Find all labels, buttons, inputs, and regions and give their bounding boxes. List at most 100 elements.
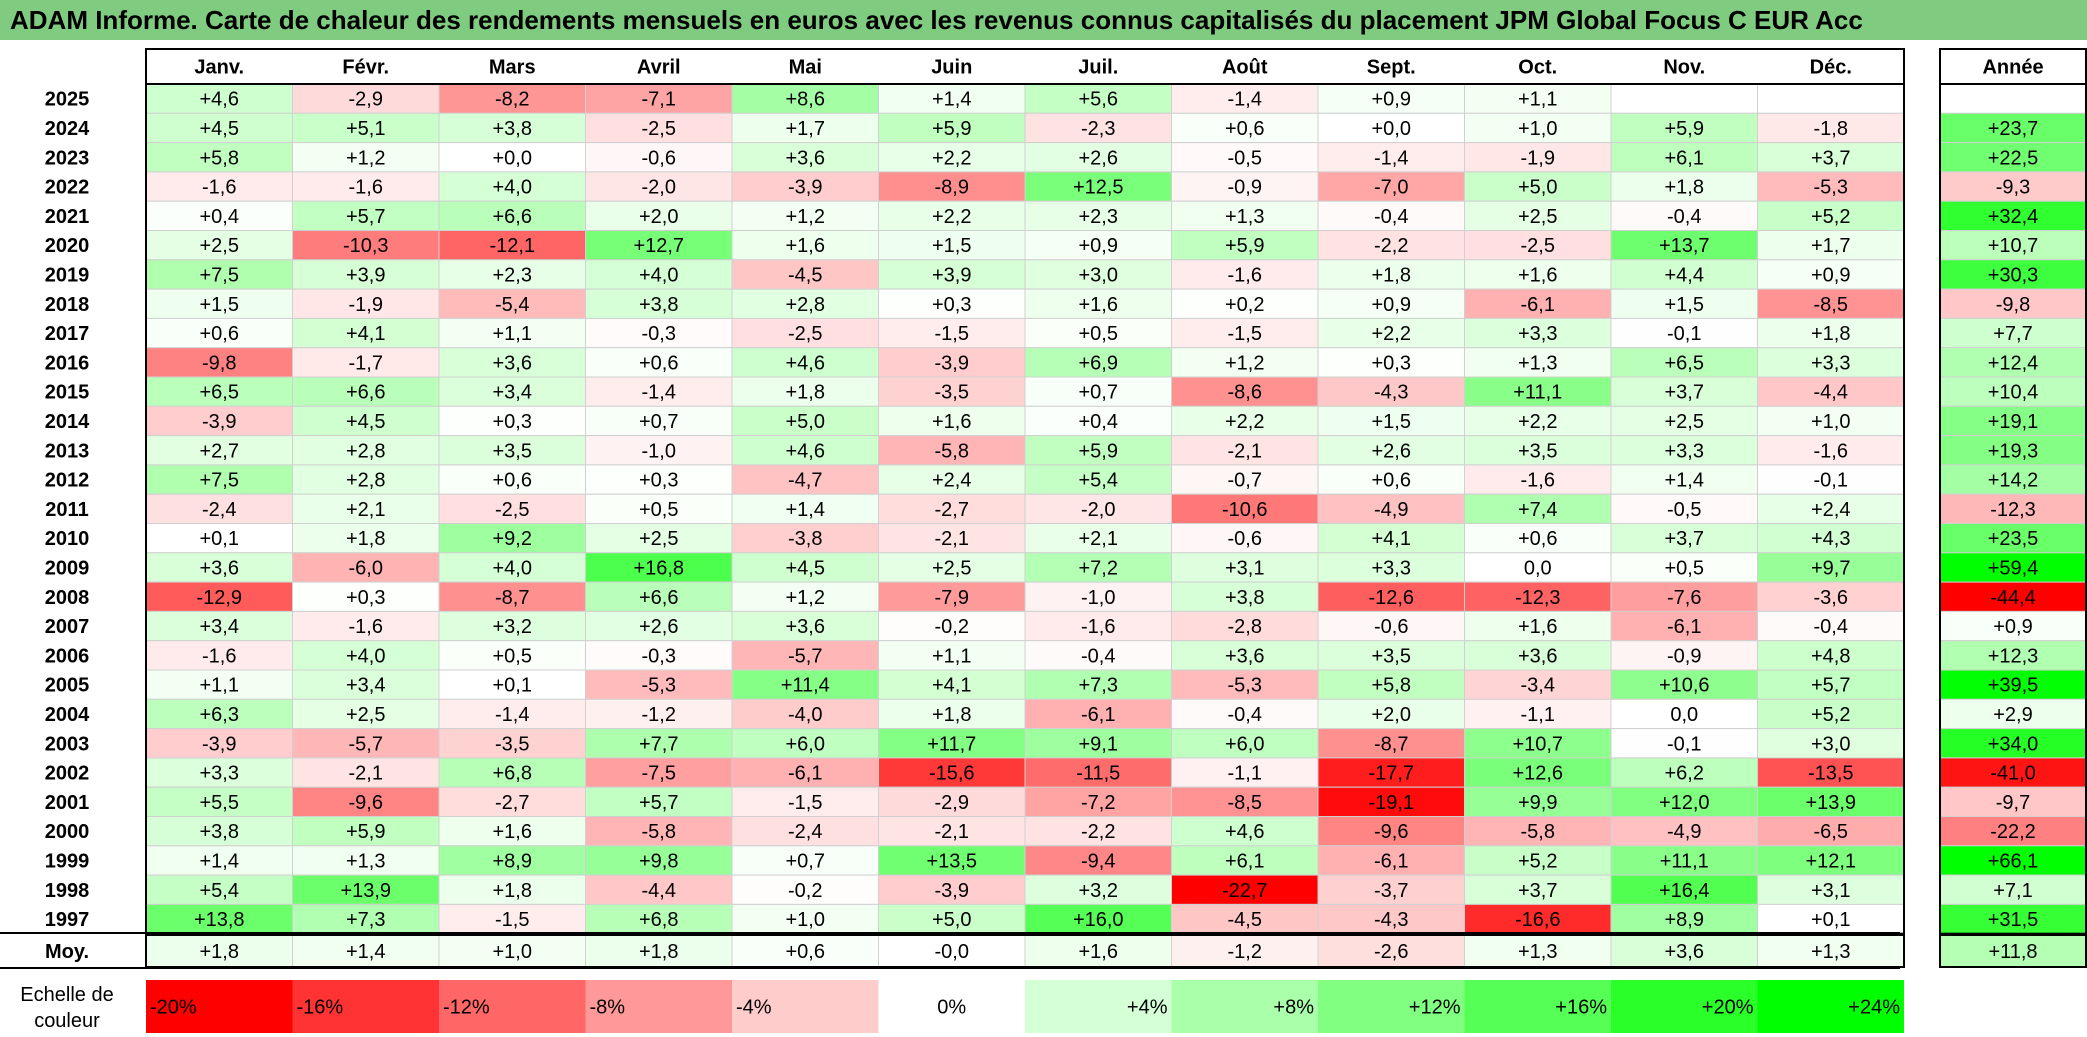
cell-value: -8,2 <box>495 89 529 111</box>
heatmap-cell <box>438 259 586 290</box>
cell-value: +0,0 <box>493 147 532 169</box>
average-annual-cell <box>1939 934 2087 968</box>
cell-value: +3,8 <box>1225 587 1264 609</box>
cell-value: +11,1 <box>1660 850 1709 872</box>
average-value: +0,6 <box>786 941 825 963</box>
month-header: Août <box>1222 57 1268 79</box>
cell-value: -7,9 <box>935 587 969 609</box>
cell-value: +0,0 <box>1372 118 1411 140</box>
average-cell <box>1610 934 1758 968</box>
average-cell <box>145 934 293 968</box>
cell-value: -5,7 <box>349 733 383 755</box>
heatmap-cell <box>1171 552 1319 583</box>
heatmap-cell <box>1757 112 1905 144</box>
cell-value: +5,7 <box>346 206 385 228</box>
heatmap-cell <box>1464 493 1612 525</box>
cell-value: -4,5 <box>1228 909 1262 931</box>
annual-cell <box>1939 669 2087 700</box>
annual-cell <box>1939 903 2087 935</box>
cell-value: +0,5 <box>493 645 532 667</box>
cell-value: -8,5 <box>1814 294 1848 316</box>
month-header: Sept. <box>1367 57 1416 79</box>
month-header: Déc. <box>1810 57 1852 79</box>
average-cell <box>292 934 440 968</box>
cell-value: +3,5 <box>1372 645 1411 667</box>
heatmap-cell <box>878 610 1026 642</box>
year-label: 2018 <box>45 294 90 316</box>
cell-value: +6,5 <box>200 382 239 404</box>
cell-value: +5,4 <box>1079 470 1118 492</box>
heatmap-cell <box>1610 317 1758 349</box>
cell-value: +5,0 <box>1518 177 1557 199</box>
heatmap-cell <box>1464 171 1612 202</box>
heatmap-cell <box>145 874 293 905</box>
legend-item: +20% <box>1702 997 1754 1019</box>
cell-value: +5,5 <box>200 792 239 814</box>
heatmap-cell <box>1024 728 1172 759</box>
cell-value: +0,7 <box>639 411 678 433</box>
cell-value: +1,1 <box>493 323 532 345</box>
heatmap-cell <box>731 757 879 788</box>
cell-value: +3,2 <box>493 616 532 638</box>
cell-value: +1,3 <box>1225 206 1264 228</box>
heatmap-cell <box>1464 903 1612 935</box>
average-value: -2,6 <box>1374 941 1408 963</box>
cell-value: +1,6 <box>1518 264 1557 286</box>
cell-value: -2,1 <box>935 821 969 843</box>
cell-value: +4,1 <box>932 675 971 697</box>
cell-value: -0,7 <box>1228 470 1262 492</box>
heatmap-cell <box>1464 376 1612 407</box>
heatmap-cell <box>585 581 733 612</box>
cell-value: +4,3 <box>1811 528 1850 550</box>
month-header: Mai <box>789 57 822 79</box>
heatmap-cell <box>585 845 733 876</box>
cell-value: +1,2 <box>346 147 385 169</box>
cell-value: -1,1 <box>1521 704 1555 726</box>
heatmap-cell <box>878 83 1026 114</box>
cell-value: -1,4 <box>1374 147 1408 169</box>
heatmap-cell <box>1610 376 1758 407</box>
cell-value: +1,0 <box>786 909 825 931</box>
cell-value: -3,4 <box>1521 675 1555 697</box>
heatmap-cell <box>1171 405 1319 437</box>
cell-value: +3,6 <box>1225 645 1264 667</box>
cell-value: -9,4 <box>1081 850 1115 872</box>
heatmap-cell <box>585 288 733 319</box>
average-annual-value: +11,8 <box>1988 941 2037 963</box>
year-label: 1999 <box>45 850 90 872</box>
cell-value: +3,1 <box>1811 880 1850 902</box>
heatmap-cell <box>878 464 1026 495</box>
heatmap-cell <box>1024 610 1172 642</box>
cell-value: -10,3 <box>343 235 389 257</box>
cell-value: +1,8 <box>493 880 532 902</box>
cell-value: -0,1 <box>1814 470 1848 492</box>
year-label: 2016 <box>45 352 90 374</box>
heatmap-cell <box>585 816 733 847</box>
cell-value: -3,5 <box>935 382 969 404</box>
annual-value: +23,5 <box>1988 528 2039 550</box>
heatmap-cell <box>1024 669 1172 700</box>
cell-value: -12,9 <box>196 587 242 609</box>
heatmap-cell <box>1317 83 1465 114</box>
heatmap-cell <box>878 171 1026 202</box>
heatmap-cell <box>585 171 733 202</box>
average-cell <box>731 934 879 968</box>
heatmap-cell <box>1317 376 1465 407</box>
cell-value: -1,6 <box>1081 616 1115 638</box>
heatmap-cell <box>1757 405 1905 437</box>
cell-value: -0,6 <box>1374 616 1408 638</box>
heatmap-cell <box>731 728 879 759</box>
cell-value: -0,3 <box>642 323 676 345</box>
annual-cell <box>1939 83 2087 114</box>
annual-cell <box>1939 317 2087 349</box>
cell-value: -1,1 <box>1228 763 1262 785</box>
cell-value: +1,7 <box>786 118 825 140</box>
cell-value: +1,5 <box>932 235 971 257</box>
cell-value: +0,9 <box>1079 235 1118 257</box>
heatmap-cell <box>1317 464 1465 495</box>
cell-value: +2,0 <box>639 206 678 228</box>
annual-frame <box>1939 83 2087 935</box>
cell-value: +2,8 <box>346 440 385 462</box>
year-label: 2007 <box>45 616 90 638</box>
heatmap-cell <box>878 112 1026 144</box>
